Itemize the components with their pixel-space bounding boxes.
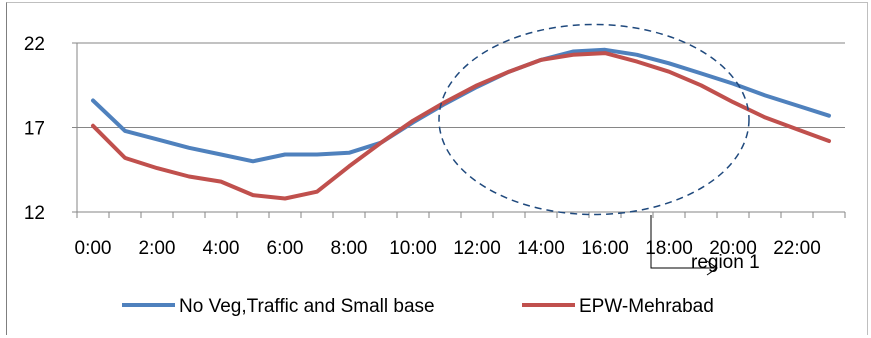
region-ellipse	[438, 23, 750, 216]
series-line-2	[91, 51, 831, 201]
series-line-1	[91, 47, 831, 164]
x-tick-label: 20:00	[709, 238, 757, 259]
x-tick-label: 14:00	[517, 238, 565, 259]
chart-area	[6, 2, 868, 335]
y-tick-label: 12	[24, 203, 45, 224]
region-pointer	[650, 215, 717, 269]
legend-label: EPW-Mehrabad	[579, 296, 714, 317]
x-tick-label: 4:00	[203, 238, 240, 259]
x-tick-label: 0:00	[75, 238, 112, 259]
x-tick-label: 18:00	[645, 238, 693, 259]
x-tick-label: 16:00	[581, 238, 629, 259]
x-tick-label: 22:00	[773, 238, 821, 259]
region-label: region 1	[691, 252, 760, 273]
x-tick-label: 6:00	[267, 238, 304, 259]
y-tick-label: 22	[24, 34, 45, 55]
x-tick-label: 12:00	[453, 238, 501, 259]
x-tick-label: 2:00	[139, 238, 176, 259]
legend-label: No Veg,Traffic and Small base	[179, 296, 435, 317]
x-tick-label: 10:00	[389, 238, 437, 259]
y-tick-label: 17	[24, 119, 45, 140]
arrow-head	[706, 260, 718, 276]
x-tick-label: 8:00	[331, 238, 368, 259]
